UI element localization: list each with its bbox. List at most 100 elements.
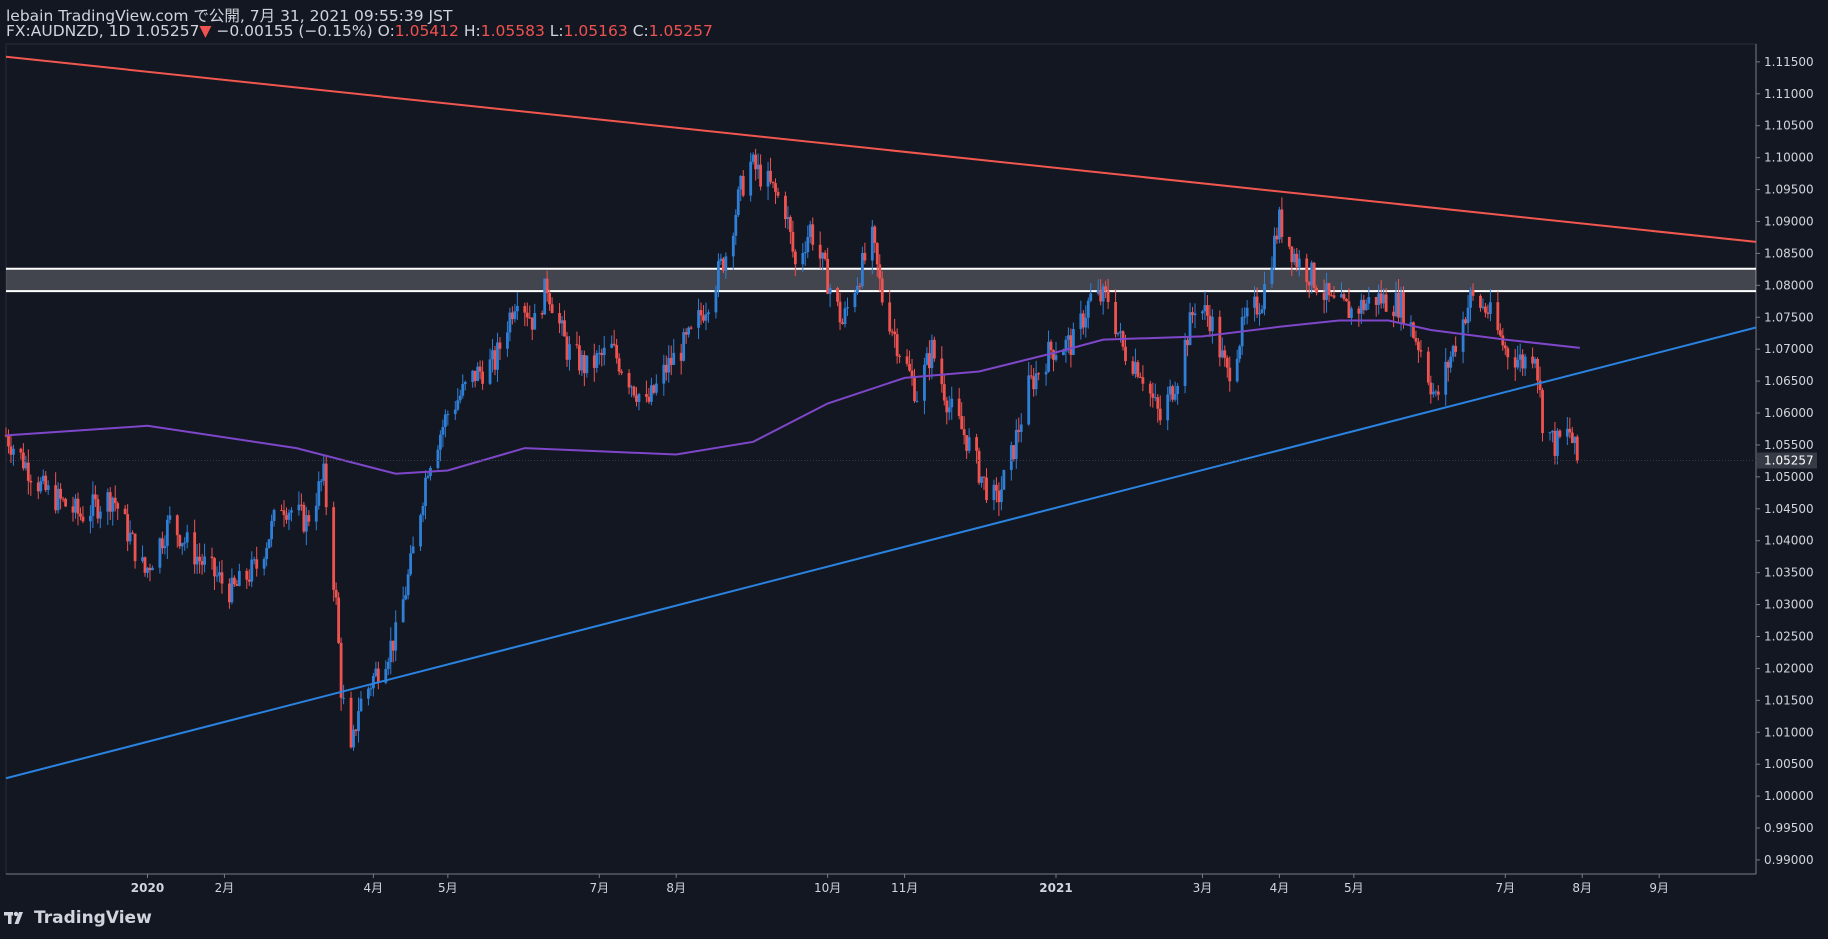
candle-body [1079, 313, 1083, 329]
candle-body [523, 305, 527, 313]
y-tick-label: 1.01500 [1764, 693, 1814, 707]
candle-body [56, 488, 60, 511]
candle-body [1466, 307, 1470, 324]
candle-body [96, 499, 100, 519]
candle-body [741, 175, 745, 196]
symbol-label[interactable]: FX:AUDNZD, 1D [6, 22, 131, 40]
candle-body [1538, 380, 1542, 390]
candle-body [1322, 292, 1326, 300]
candle-body [1359, 299, 1363, 314]
candle-body [736, 189, 740, 215]
candle-body [992, 484, 996, 501]
candle-body [1191, 312, 1194, 316]
candle-body [185, 532, 189, 543]
candle-body [247, 579, 251, 582]
candle-body [406, 574, 410, 596]
y-tick-label: 1.10000 [1764, 151, 1814, 165]
x-tick-label: 3月 [1193, 881, 1213, 895]
candle-body [1084, 317, 1088, 328]
candle-body [585, 355, 589, 374]
candle-body [776, 191, 780, 196]
candle-body [1208, 315, 1212, 332]
candle-body [1399, 292, 1403, 318]
candle-body [178, 535, 182, 547]
tradingview-logo[interactable]: TradingView [4, 908, 152, 928]
candle-body [352, 729, 355, 748]
candle-body [1382, 294, 1386, 304]
candle-body [491, 350, 494, 360]
candle-body [255, 559, 259, 569]
candle-body [811, 224, 815, 245]
candle-body [652, 385, 656, 393]
candle-body [357, 711, 360, 732]
candle-body [1119, 331, 1122, 333]
candle-body [818, 244, 822, 259]
last-price-label-box [1757, 452, 1817, 469]
candle-body [1533, 358, 1537, 364]
candle-body [376, 668, 380, 683]
candle-body [860, 252, 864, 287]
candle-body [29, 480, 33, 483]
x-tick-label: 5月 [1344, 881, 1364, 895]
candle-body [1414, 337, 1418, 342]
close-label: C: [632, 22, 649, 40]
candle-body [1047, 341, 1050, 372]
candle-body [962, 429, 966, 436]
candle-body [389, 640, 393, 663]
candle-body [1280, 209, 1284, 237]
candle-body [1568, 428, 1572, 433]
candle-body [64, 498, 67, 507]
candle-body [1570, 432, 1574, 443]
candle-body [1397, 292, 1400, 318]
candle-body [1044, 371, 1048, 375]
candle-body [1258, 312, 1261, 315]
candle-body [548, 293, 552, 305]
candle-body [508, 312, 512, 333]
candle-body [533, 313, 537, 330]
x-tick-label: 2月 [215, 881, 235, 895]
candle-body [1518, 354, 1522, 360]
candle-body [1243, 316, 1247, 318]
candle-body [493, 350, 497, 370]
candle-body [280, 510, 283, 512]
candle-body [632, 386, 636, 396]
candle-body [401, 599, 405, 623]
candle-body [724, 256, 728, 271]
candle-body [1536, 358, 1539, 381]
candle-body [282, 510, 286, 516]
candle-body [180, 543, 184, 547]
candle-body [1394, 292, 1398, 317]
candle-body [1218, 316, 1222, 358]
candle-body [367, 688, 370, 699]
y-tick-label: 1.10500 [1764, 119, 1814, 133]
candle-body [1290, 246, 1294, 263]
candle-body [525, 312, 529, 318]
candle-body [1431, 391, 1435, 395]
candle-body [995, 484, 998, 491]
candle-body [1486, 312, 1490, 314]
candle-body [684, 332, 688, 335]
candle-body [36, 482, 40, 492]
candle-body [1220, 350, 1224, 358]
candle-body [131, 532, 134, 534]
candle-body [141, 557, 144, 562]
candle-body [424, 477, 427, 507]
candle-body [1374, 297, 1378, 305]
candle-body [1270, 268, 1274, 285]
candle-body [967, 437, 971, 451]
candle-body [235, 584, 239, 586]
candle-body [1235, 358, 1239, 382]
y-tick-label: 1.05500 [1764, 438, 1814, 452]
price-chart[interactable]: 1.11500 1.11000 1.10500 1.10000 1.09500 1.090… [0, 0, 1828, 905]
candle-body [198, 556, 202, 562]
candle-body [771, 181, 775, 184]
candle-body [446, 414, 450, 416]
candle-body [481, 371, 484, 384]
candle-body [1069, 335, 1073, 355]
candle-body [1327, 283, 1331, 296]
candle-body [1436, 391, 1440, 395]
candle-body [793, 251, 797, 265]
candle-body [113, 497, 117, 504]
candle-body [1384, 294, 1388, 312]
candle-body [210, 556, 214, 559]
